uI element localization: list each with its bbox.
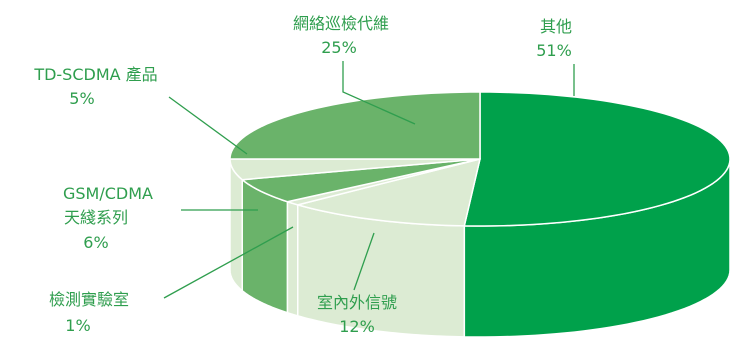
pie-tops [229, 91, 731, 227]
value-test-lab: 1% [65, 316, 90, 335]
value-indoor-outdoor-signal: 12% [339, 317, 375, 336]
value-qita: 51% [536, 41, 572, 60]
value-td-scdma: 5% [69, 89, 94, 108]
slice-top-qita [463, 91, 731, 227]
label-qita: 其他 [540, 17, 572, 36]
slice-top-indoor-outdoor-signal [297, 158, 481, 227]
label-indoor-outdoor-signal: 室內外信號 [317, 293, 397, 312]
leader-lines [163, 61, 575, 299]
leader-line-indoor-outdoor-signal [353, 232, 375, 291]
leader-line-td-scdma [168, 96, 248, 155]
label-td-scdma: TD-SCDMA 產品 [33, 65, 157, 84]
slice-top-network-maintenance [229, 91, 481, 160]
pie-sides [229, 158, 731, 338]
slice-top-gsm-cdma [241, 158, 481, 203]
leader-line-network-maintenance [342, 61, 416, 125]
value-network-maintenance: 25% [321, 38, 357, 57]
leader-line-test-lab [163, 226, 294, 299]
value-gsm-cdma: 6% [83, 233, 108, 252]
slice-top-td-scdma [229, 158, 481, 181]
slice-side-test-lab [286, 200, 299, 317]
label-network-maintenance: 網絡巡檢代維 [293, 14, 389, 33]
label-gsm-cdma-line2: 天綫系列 [64, 208, 128, 227]
label-test-lab: 檢測實驗室 [49, 290, 129, 309]
label-gsm-cdma-line1: GSM/CDMA [63, 184, 153, 203]
